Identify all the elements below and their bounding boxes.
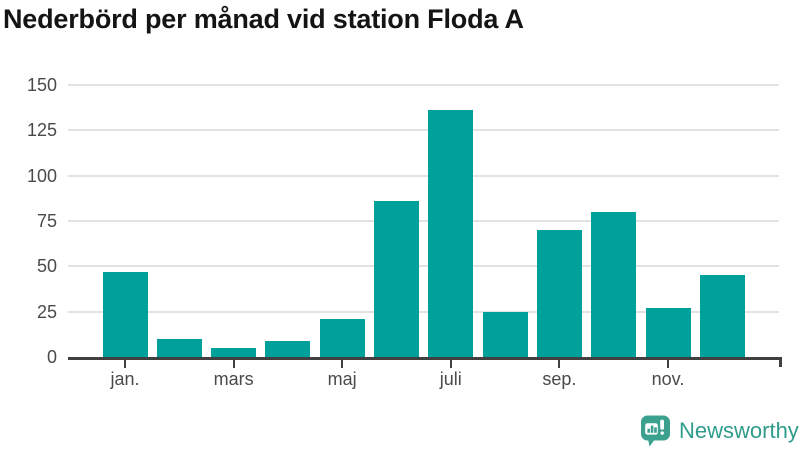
x-axis-tick-juli: [449, 360, 452, 368]
y-axis-label-75: 75: [36, 211, 57, 231]
y-axis-label-0: 0: [46, 347, 57, 367]
bar-juli: [428, 110, 474, 357]
gridline-y-75: [68, 220, 779, 222]
x-axis-label-maj: maj: [327, 369, 357, 389]
x-axis-label-sep: sep.: [542, 369, 577, 389]
newsworthy-logo-text: Newsworthy: [679, 418, 799, 443]
bar-feb: [156, 338, 202, 357]
x-axis-label-nov: nov.: [651, 369, 685, 389]
x-axis-tick-sep: [558, 360, 561, 368]
y-axis-label-150: 150: [26, 75, 57, 95]
y-axis-label-50: 50: [36, 256, 57, 277]
bar-mars: [211, 347, 257, 357]
bar-apr: [265, 340, 311, 357]
gridline-y-100: [68, 174, 779, 177]
x-axis-line: [68, 357, 782, 360]
x-axis-label-jan: jan.: [110, 369, 140, 389]
newsworthy-speech-bubble-chart-icon: [641, 415, 670, 446]
x-axis-label-juli: juli: [439, 369, 462, 389]
gridline-y-150: [68, 84, 779, 86]
bar-jan: [102, 271, 148, 357]
gridline-y-50: [68, 265, 779, 268]
bar-juni: [374, 201, 419, 357]
gridline-y-25: [68, 310, 779, 313]
chart-title: Nederbörd per månad vid station Floda A: [3, 4, 524, 34]
gridline-y-125: [68, 129, 779, 132]
y-axis-label-125: 125: [26, 120, 57, 141]
bar-okt: [591, 211, 637, 357]
x-axis-tick-jan: [124, 360, 126, 368]
x-axis-end-cap: [779, 357, 782, 367]
bar-dec: [699, 275, 745, 357]
y-axis-label-100: 100: [26, 165, 57, 186]
bar-aug: [482, 311, 528, 357]
x-axis-label-mars: mars: [213, 369, 254, 389]
bar-nov: [645, 308, 691, 357]
x-axis-tick-mars: [232, 360, 235, 368]
bar-sep: [536, 230, 582, 357]
newsworthy-logo-link[interactable]: Newsworthy: [639, 413, 799, 449]
bar-maj: [319, 318, 365, 357]
x-axis-tick-maj: [341, 360, 344, 368]
x-axis-tick-nov: [667, 360, 669, 368]
y-axis-label-25: 25: [36, 301, 57, 322]
